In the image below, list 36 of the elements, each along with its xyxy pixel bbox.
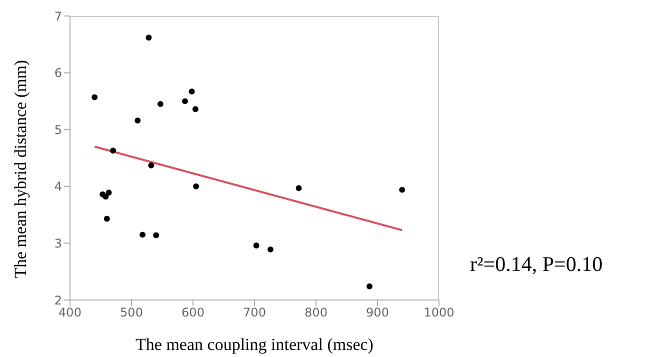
point bbox=[296, 185, 302, 192]
point bbox=[140, 232, 146, 238]
y-tick-label: 3 bbox=[54, 236, 62, 250]
x-tick-label: 900 bbox=[366, 306, 389, 320]
point bbox=[106, 190, 112, 196]
y-tick-label: 2 bbox=[54, 293, 62, 308]
point bbox=[157, 101, 164, 108]
x-tick-label: 1000 bbox=[424, 306, 454, 320]
point bbox=[399, 186, 406, 193]
point bbox=[366, 283, 372, 290]
y-tick-label: 4 bbox=[54, 180, 62, 194]
y-tick-label: 6 bbox=[54, 66, 62, 80]
point bbox=[110, 148, 116, 154]
point bbox=[104, 216, 110, 222]
point bbox=[146, 34, 152, 41]
point bbox=[182, 98, 188, 104]
x-tick-label: 700 bbox=[243, 306, 266, 320]
point bbox=[192, 106, 198, 112]
point bbox=[193, 183, 200, 190]
point bbox=[92, 94, 98, 100]
y-tick-label: 5 bbox=[54, 122, 62, 137]
point bbox=[268, 246, 274, 252]
x-tick-label: 600 bbox=[182, 306, 204, 320]
x-tick-label: 800 bbox=[304, 306, 328, 320]
point bbox=[134, 118, 141, 124]
point bbox=[148, 162, 154, 168]
point bbox=[102, 194, 109, 200]
point bbox=[153, 232, 160, 238]
x-tick-label: 500 bbox=[120, 306, 143, 320]
point bbox=[188, 88, 195, 95]
x-axis-title: The mean coupling interval (msec) bbox=[136, 335, 374, 354]
text: r²=0.14, P=0.10 bbox=[470, 252, 603, 277]
x-tick-label: 400 bbox=[58, 306, 82, 320]
point bbox=[253, 242, 260, 248]
y-axis-title: The mean hybrid distance (mm) bbox=[11, 60, 30, 278]
y-tick-label: 7 bbox=[54, 9, 62, 24]
